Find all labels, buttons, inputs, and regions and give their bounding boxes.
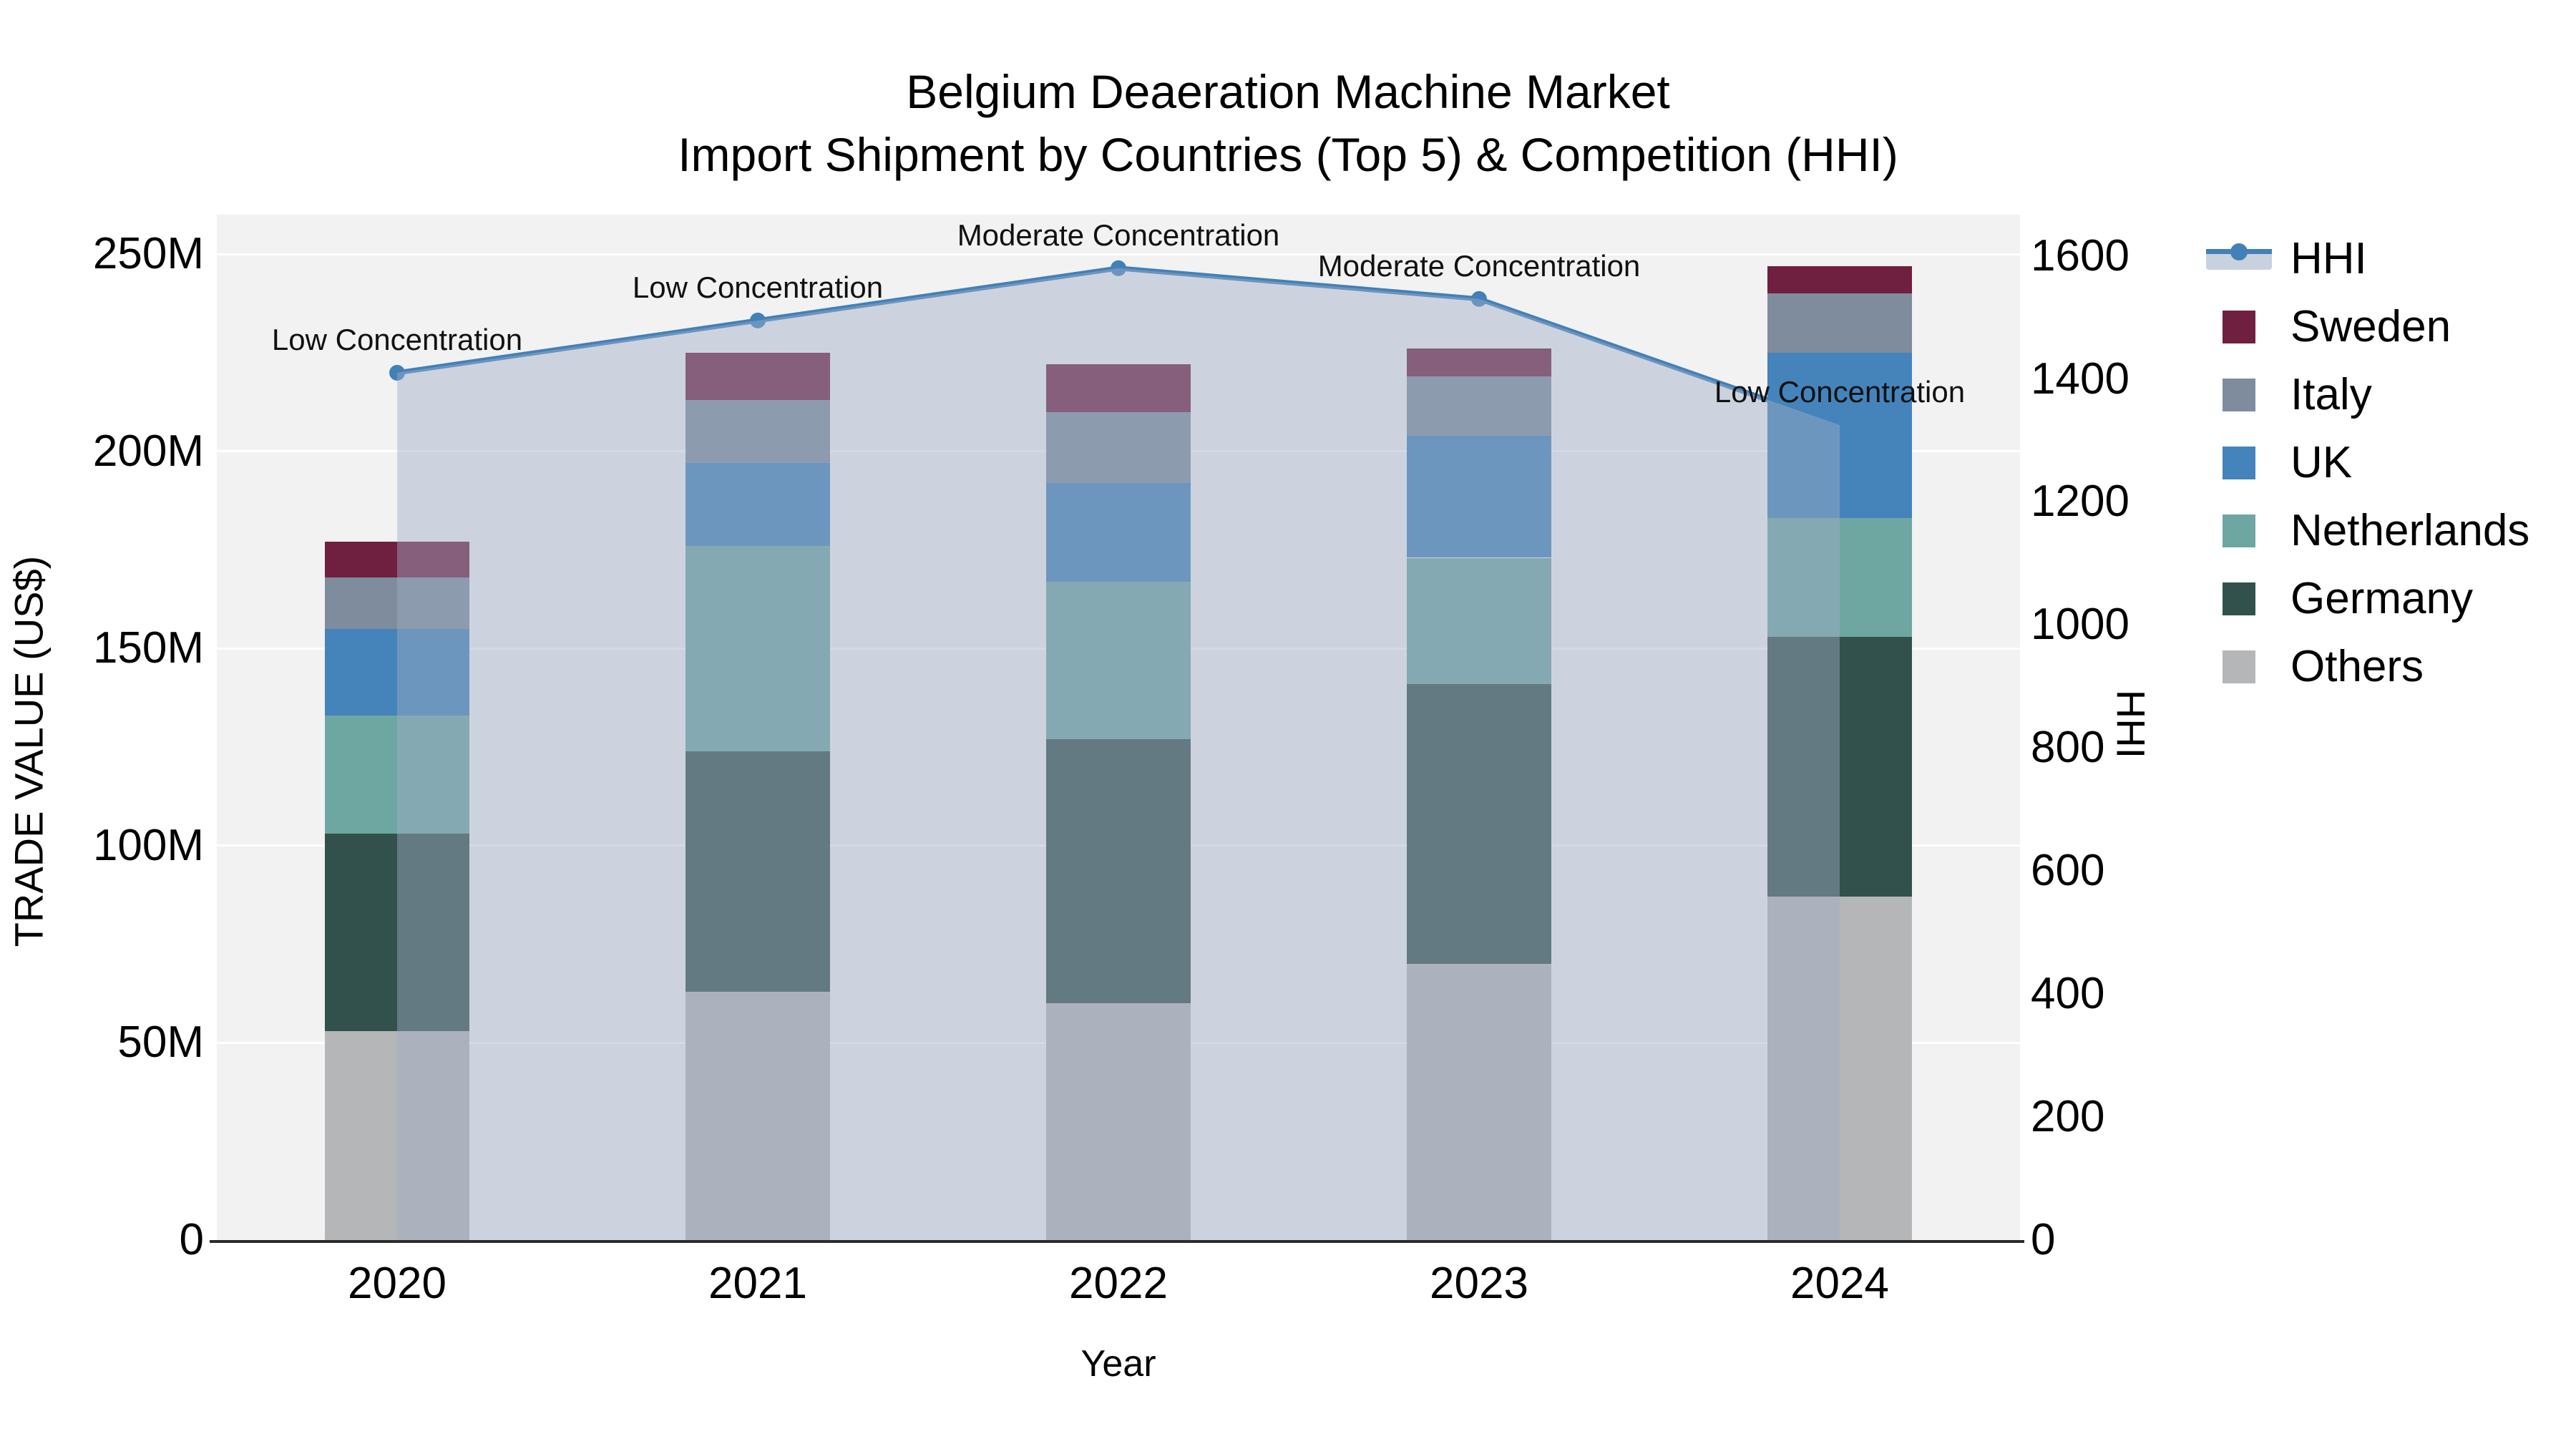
chart-title-line2: Import Shipment by Countries (Top 5) & C… <box>678 128 1898 181</box>
legend-label-uk: UK <box>2290 438 2353 487</box>
legend-label-sweden: Sweden <box>2290 302 2451 351</box>
x-tick-2020: 2020 <box>348 1259 447 1308</box>
gridline-100M <box>217 844 2020 847</box>
gridline-200M <box>217 450 2020 453</box>
y-right-tick-0: 0 <box>2031 1215 2056 1264</box>
legend: HHI Sweden Italy UK Netherlands Germany Others <box>2206 236 2529 690</box>
x-tick-2022: 2022 <box>1069 1259 1168 1308</box>
hhi-line-icon <box>2206 236 2272 282</box>
legend-label-italy: Italy <box>2290 370 2372 419</box>
legend-item-netherlands: Netherlands <box>2206 508 2529 554</box>
y-right-tick-1400: 1400 <box>2031 353 2129 404</box>
legend-swatch-uk <box>2223 447 2255 479</box>
x-tick-2024: 2024 <box>1790 1259 1889 1308</box>
gridline-50M <box>217 1041 2020 1044</box>
x-axis-spine <box>210 1240 2024 1243</box>
sweden-swatch-icon <box>2206 304 2272 350</box>
legend-item-others: Others <box>2206 644 2529 690</box>
y-right-tick-1000: 1000 <box>2031 600 2129 650</box>
y-left-tick-150M: 150M <box>92 623 204 673</box>
legend-swatch-netherlands <box>2223 514 2255 547</box>
legend-swatch-sweden <box>2223 311 2255 343</box>
y-left-tick-0: 0 <box>179 1215 204 1264</box>
y-axis-title-right: HHI <box>2108 689 2154 759</box>
y-right-tick-400: 400 <box>2031 969 2105 1019</box>
x-tick-2023: 2023 <box>1430 1259 1528 1308</box>
legend-label-others: Others <box>2290 642 2424 691</box>
y-left-tick-100M: 100M <box>92 820 204 870</box>
uk-swatch-icon <box>2206 440 2272 486</box>
y-left-tick-200M: 200M <box>92 426 204 476</box>
plot-area <box>217 215 2020 1240</box>
y-right-tick-600: 600 <box>2031 846 2105 896</box>
x-tick-2021: 2021 <box>708 1259 807 1308</box>
chart-title-line1: Belgium Deaeration Machine Market <box>906 65 1670 118</box>
italy-swatch-icon <box>2206 372 2272 418</box>
y-right-tick-1600: 1600 <box>2031 230 2129 280</box>
gridline-250M <box>217 253 2020 255</box>
legend-item-uk: UK <box>2206 440 2529 486</box>
y-right-tick-800: 800 <box>2031 723 2105 773</box>
legend-item-italy: Italy <box>2206 372 2529 418</box>
germany-swatch-icon <box>2206 576 2272 622</box>
legend-item-germany: Germany <box>2206 576 2529 622</box>
y-axis-title-left: TRADE VALUE (US$) <box>6 555 52 947</box>
others-swatch-icon <box>2206 644 2272 690</box>
legend-item-hhi: HHI <box>2206 236 2529 282</box>
legend-item-sweden: Sweden <box>2206 304 2529 350</box>
chart-title: Belgium Deaeration Machine Market Import… <box>0 60 2576 186</box>
legend-swatch-germany <box>2223 582 2255 615</box>
netherlands-swatch-icon <box>2206 508 2272 554</box>
legend-label-hhi: HHI <box>2290 234 2367 283</box>
legend-swatch-others <box>2223 650 2255 683</box>
legend-label-netherlands: Netherlands <box>2290 506 2530 555</box>
gridline-150M <box>217 647 2020 650</box>
y-right-tick-200: 200 <box>2031 1092 2105 1142</box>
x-axis-title: Year <box>1080 1343 1156 1385</box>
y-right-tick-1200: 1200 <box>2031 477 2129 527</box>
legend-swatch-italy <box>2223 379 2255 411</box>
legend-label-germany: Germany <box>2290 574 2473 623</box>
hhi-marker-dot <box>2230 243 2248 260</box>
y-left-tick-250M: 250M <box>92 229 204 279</box>
y-left-tick-50M: 50M <box>117 1018 204 1068</box>
